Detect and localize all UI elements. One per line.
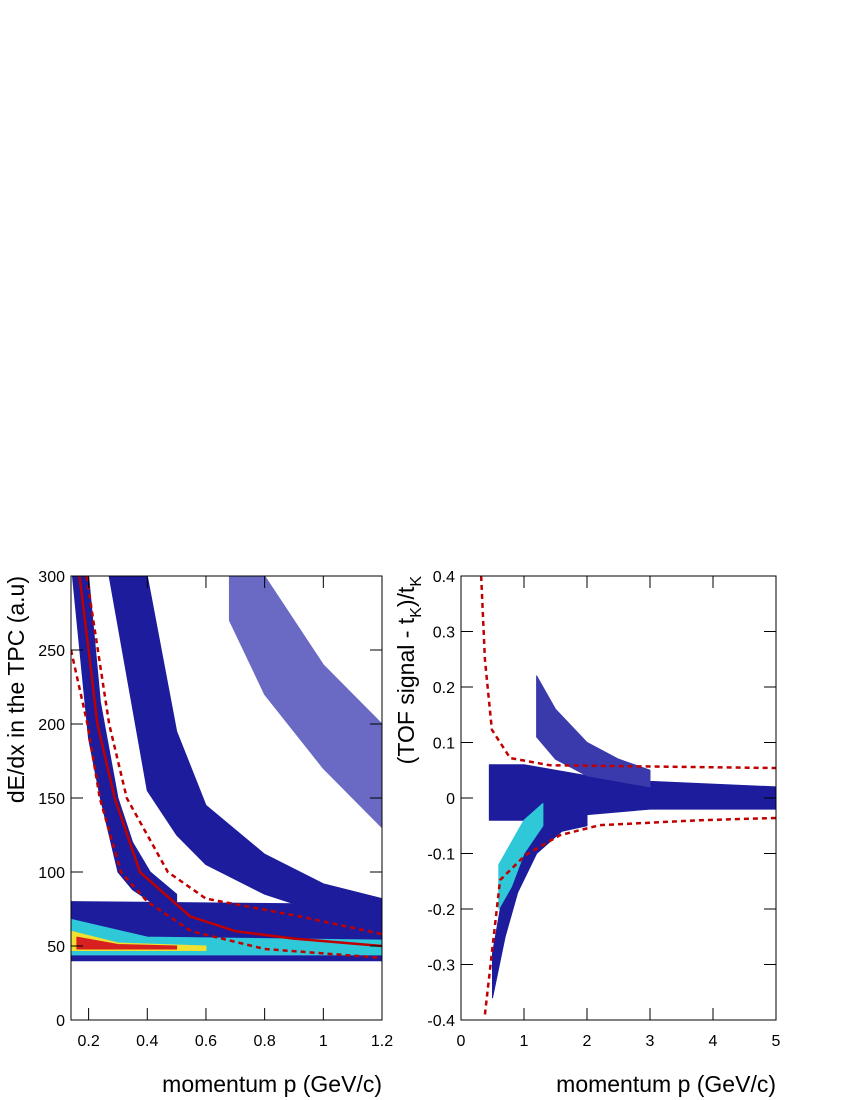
x-tick-label: 0	[457, 1033, 466, 1050]
plot-area	[71, 576, 382, 962]
x-tick-label: 0.4	[136, 1033, 158, 1050]
y-tick-label: 250	[38, 643, 65, 660]
y-tick-label: 0	[56, 1013, 65, 1030]
x-tick-label: 3	[646, 1033, 655, 1050]
y-axis-label-part: dE/dx in the TPC (a.u)	[3, 576, 29, 803]
density-band	[498, 803, 544, 910]
y-tick-label: 0.4	[433, 569, 455, 586]
y-tick-label: -0.1	[427, 847, 455, 864]
x-tick-label: 4	[709, 1033, 718, 1050]
y-axis-label: (TOF signal - tK)/tK	[393, 576, 425, 765]
y-tick-label: 100	[38, 865, 65, 882]
density-band	[536, 675, 651, 788]
x-tick-label: 1	[319, 1033, 328, 1050]
y-tick-label: 150	[38, 791, 65, 808]
density-band	[76, 936, 178, 950]
y-tick-label: -0.3	[427, 958, 455, 975]
y-axis-label-part: (TOF signal - t	[393, 617, 419, 764]
y-tick-label: 50	[47, 939, 65, 956]
x-axis-label: momentum p (GeV/c)	[556, 1071, 776, 1097]
y-axis-label-part: K	[408, 607, 425, 618]
y-tick-label: 0.3	[433, 625, 455, 642]
x-tick-label: 0.8	[254, 1033, 276, 1050]
y-tick-label: 0	[446, 791, 455, 808]
plot-area	[479, 576, 776, 1015]
curve	[71, 649, 382, 960]
x-tick-label: 1	[520, 1033, 529, 1050]
y-tick-label: 200	[38, 717, 65, 734]
x-tick-label: 0.6	[195, 1033, 217, 1050]
y-tick-label: -0.4	[427, 1013, 455, 1030]
y-tick-label: 0.2	[433, 680, 455, 697]
density-band	[488, 764, 776, 821]
panel: 0 1 2 3 4 5 -0.4 -0.3 -0.2 -0.1 0 0.1 0.2 0.3 0.4 momen…	[393, 569, 781, 1097]
density-band	[228, 576, 382, 829]
curve	[479, 576, 776, 770]
y-tick-label: 300	[38, 569, 65, 586]
y-tick-label: -0.2	[427, 902, 455, 919]
curve	[78, 576, 382, 948]
y-axis-label-part: K	[408, 576, 425, 587]
x-tick-label: 2	[583, 1033, 592, 1050]
x-tick-label: 0.2	[77, 1033, 99, 1050]
density-band	[108, 576, 382, 925]
curve	[483, 816, 776, 1015]
x-axis-label: momentum p (GeV/c)	[162, 1071, 382, 1097]
x-tick-label: 1.2	[371, 1033, 393, 1050]
curve	[85, 576, 382, 936]
y-axis-label-part: )/t	[393, 586, 419, 607]
y-tick-label: 0.1	[433, 736, 455, 753]
y-axis-label: dE/dx in the TPC (a.u)	[3, 576, 29, 803]
panel: 0.2 0.4 0.6 0.8 1 1.2 0 50 100 150 200 250 300 moment…	[3, 569, 393, 1097]
x-tick-label: 5	[772, 1033, 781, 1050]
